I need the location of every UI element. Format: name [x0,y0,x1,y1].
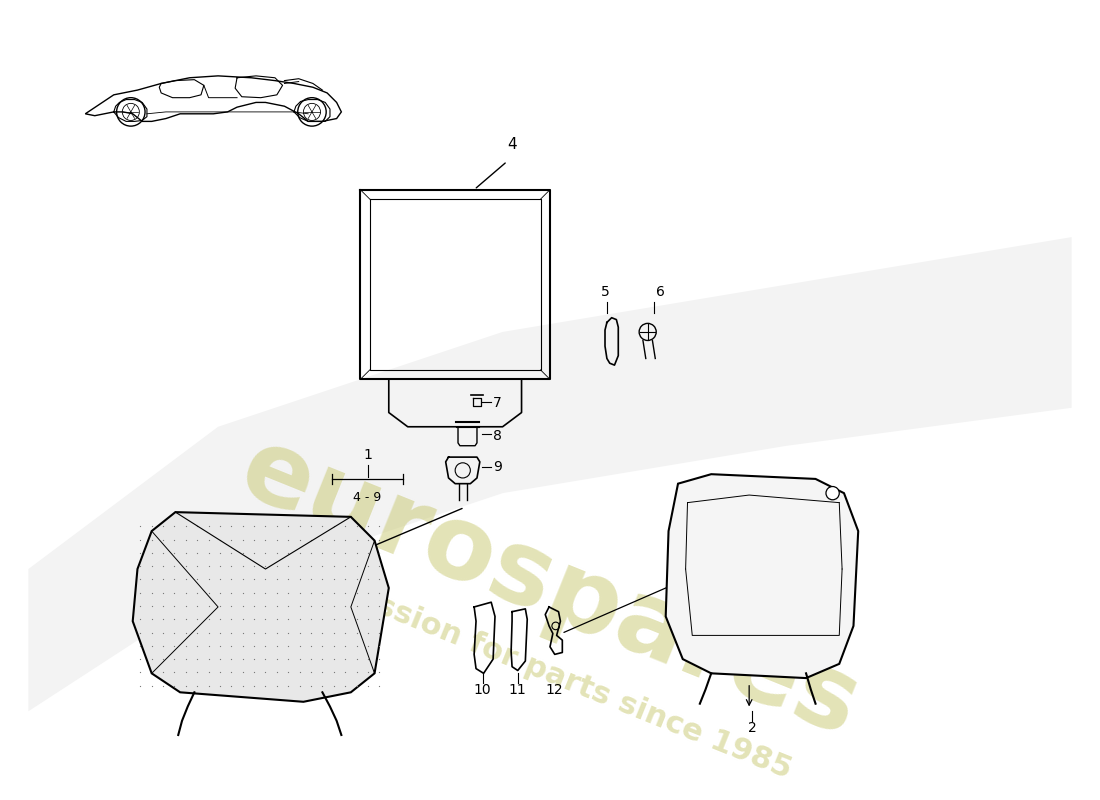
Text: 10: 10 [474,683,492,697]
Polygon shape [133,512,388,702]
Circle shape [826,486,839,500]
Text: 8: 8 [493,430,502,443]
Text: a passion for parts since 1985: a passion for parts since 1985 [304,562,796,784]
Text: 6: 6 [656,285,664,298]
Text: 11: 11 [509,683,527,697]
Text: 7: 7 [493,396,502,410]
Text: 9: 9 [493,459,502,474]
Text: 4: 4 [507,137,517,152]
Polygon shape [666,474,858,678]
Text: 4 - 9: 4 - 9 [353,491,381,504]
Text: 12: 12 [544,683,562,697]
Polygon shape [29,237,1071,711]
Text: 5: 5 [601,285,609,298]
Text: 2: 2 [748,721,757,734]
Text: eurospares: eurospares [226,418,875,758]
Text: 1: 1 [363,448,373,462]
